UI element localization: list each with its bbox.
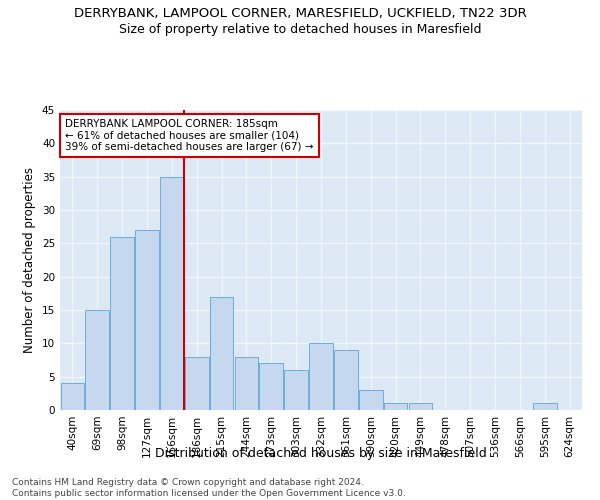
Bar	[110, 236, 134, 410]
Y-axis label: Number of detached properties: Number of detached properties	[23, 167, 37, 353]
Text: DERRYBANK LAMPOOL CORNER: 185sqm
← 61% of detached houses are smaller (104)
39% : DERRYBANK LAMPOOL CORNER: 185sqm ← 61% o…	[65, 119, 314, 152]
Bar	[359, 390, 383, 410]
Bar	[235, 356, 258, 410]
Bar	[259, 364, 283, 410]
Text: Contains HM Land Registry data © Crown copyright and database right 2024.
Contai: Contains HM Land Registry data © Crown c…	[12, 478, 406, 498]
Bar	[135, 230, 159, 410]
Bar	[85, 310, 109, 410]
Bar	[61, 384, 84, 410]
Bar	[284, 370, 308, 410]
Bar	[309, 344, 333, 410]
Bar	[210, 296, 233, 410]
Bar	[160, 176, 184, 410]
Text: DERRYBANK, LAMPOOL CORNER, MARESFIELD, UCKFIELD, TN22 3DR: DERRYBANK, LAMPOOL CORNER, MARESFIELD, U…	[74, 8, 526, 20]
Bar	[409, 404, 432, 410]
Text: Distribution of detached houses by size in Maresfield: Distribution of detached houses by size …	[155, 448, 487, 460]
Bar	[533, 404, 557, 410]
Bar	[384, 404, 407, 410]
Bar	[334, 350, 358, 410]
Bar	[185, 356, 209, 410]
Text: Size of property relative to detached houses in Maresfield: Size of property relative to detached ho…	[119, 22, 481, 36]
